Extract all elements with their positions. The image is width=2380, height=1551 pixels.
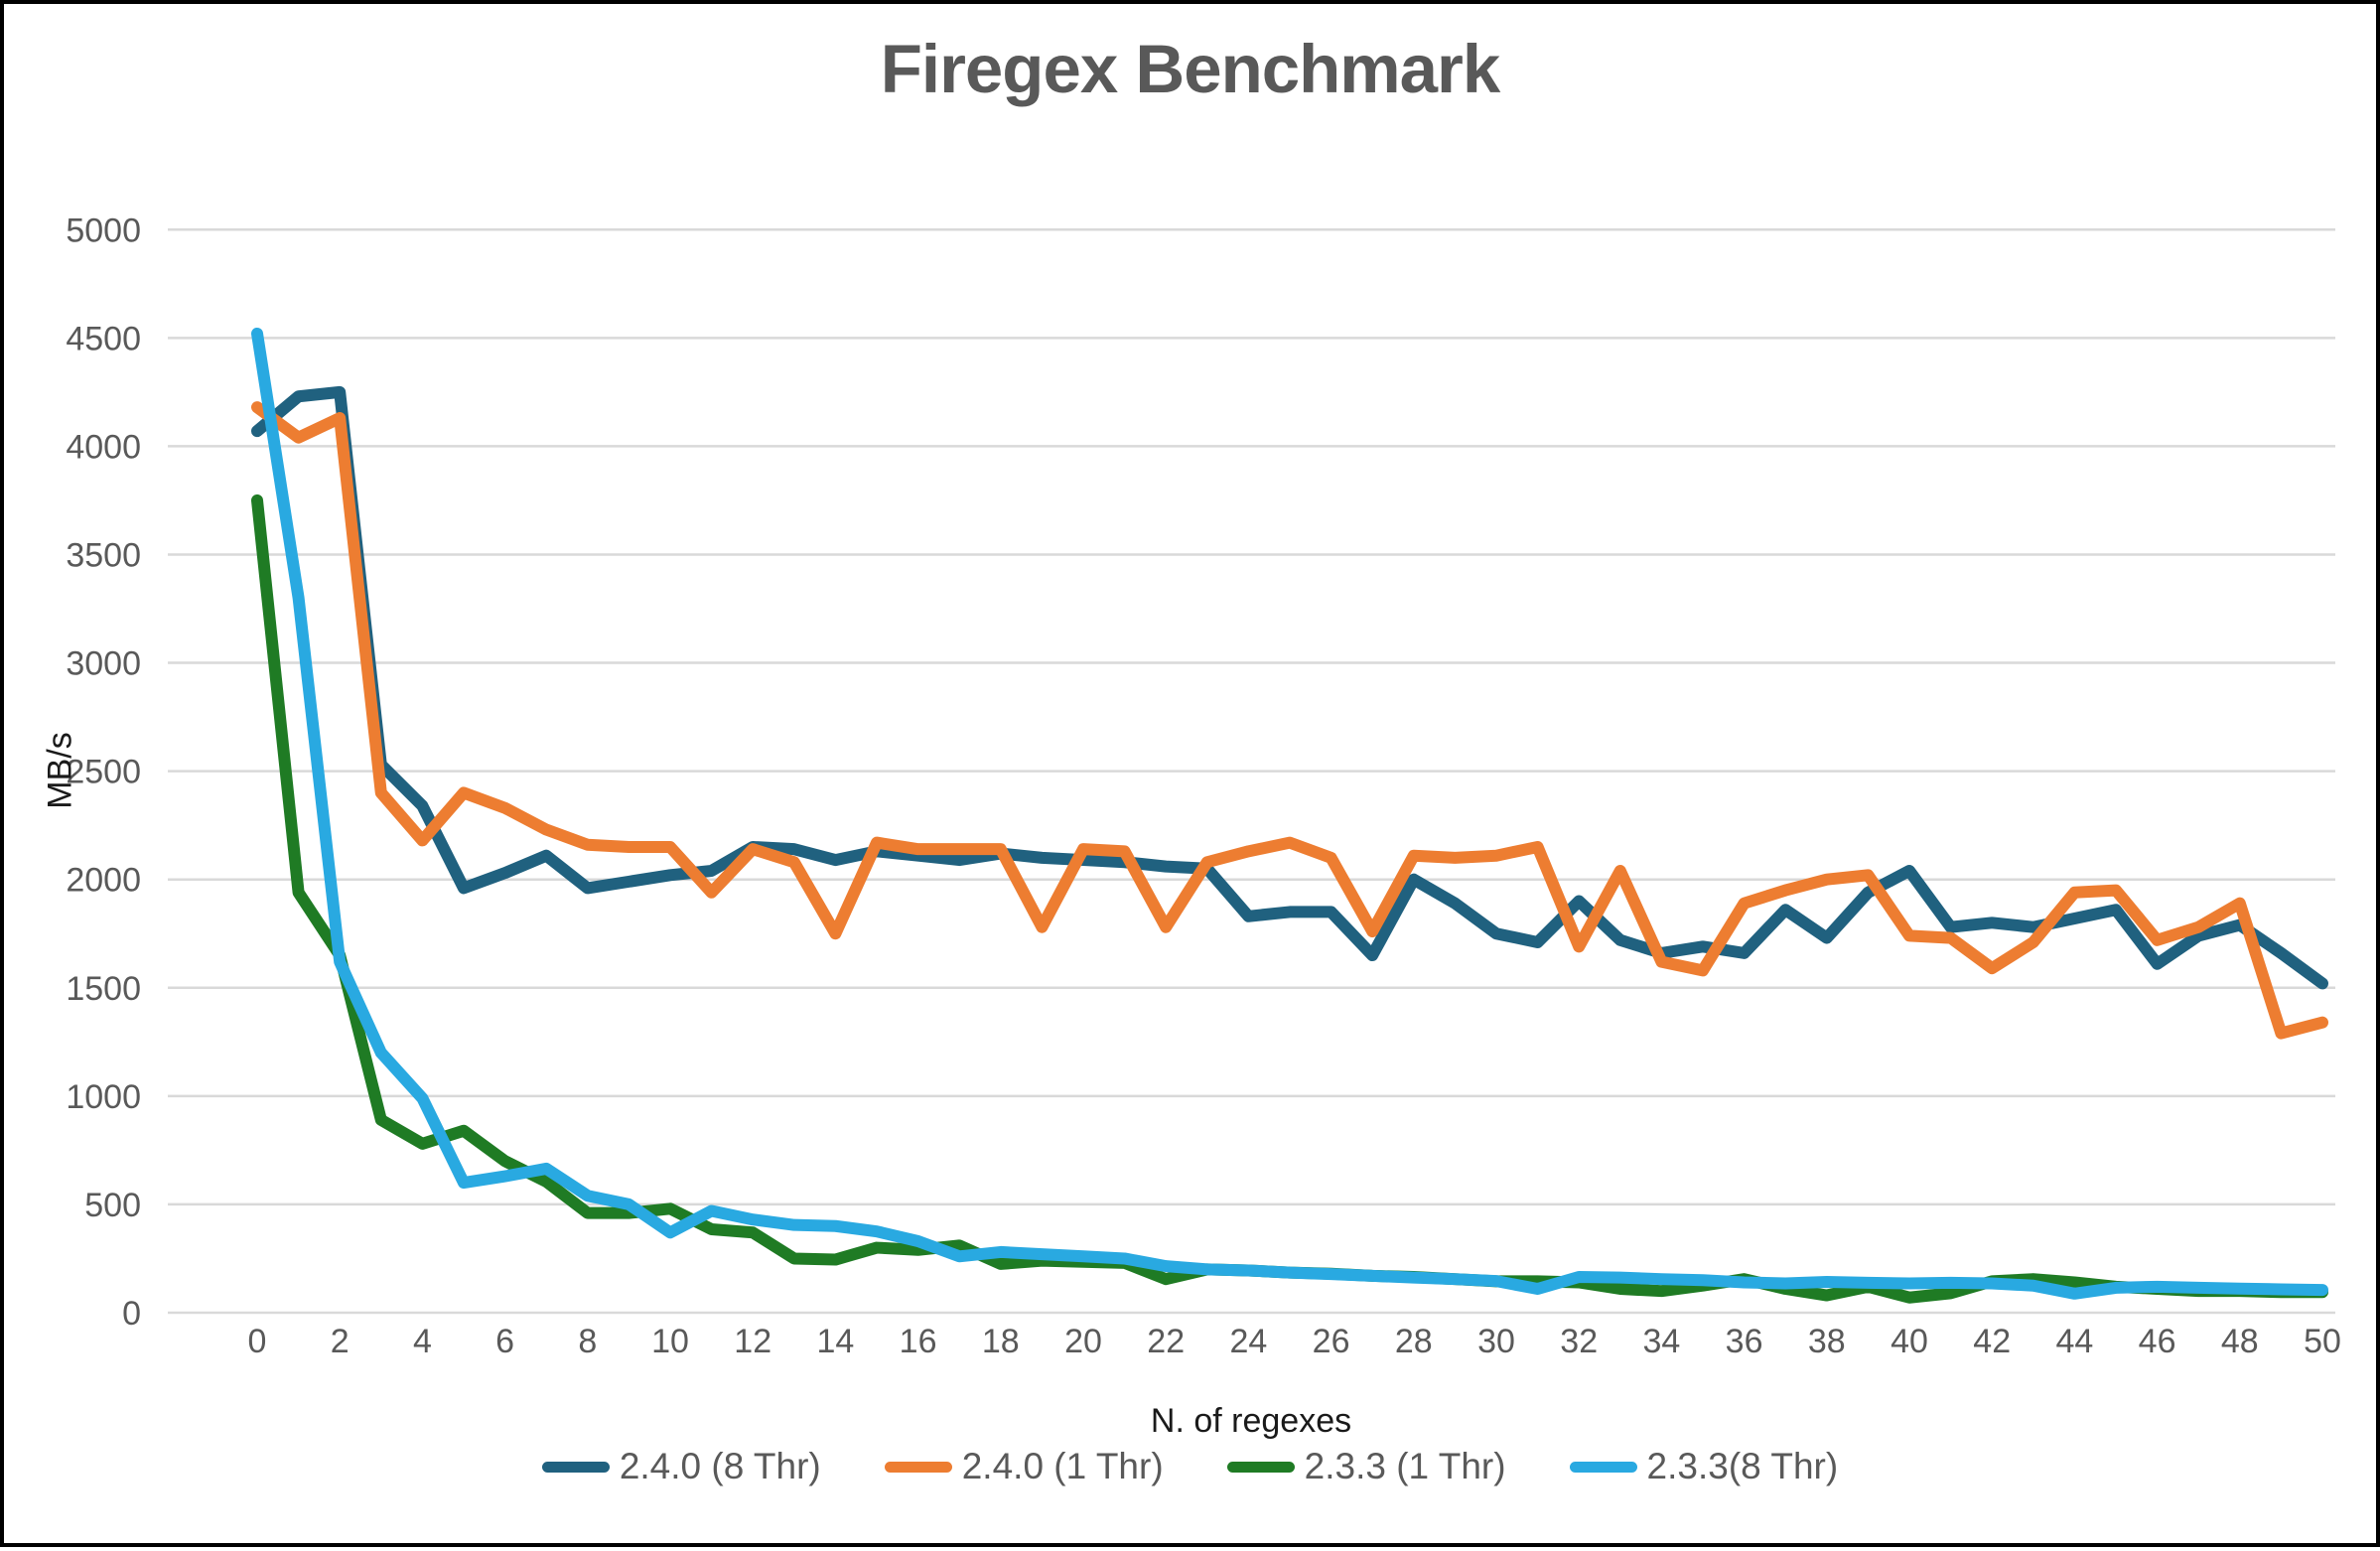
y-tick-label-3500: 3500 [66,536,141,574]
series-line-2.4.0 (1 Thr) [251,401,2328,1040]
legend-item-2.4.0 (8 Thr): 2.4.0 (8 Thr) [541,1446,821,1487]
legend-label: 2.3.3 (1 Thr) [1304,1446,1506,1486]
y-tick-label-3000: 3000 [66,645,141,683]
x-tick-label-26: 26 [1313,1323,1350,1360]
x-tick-label-18: 18 [982,1323,1020,1360]
x-tick-label-8: 8 [578,1323,597,1360]
x-tick-label-20: 20 [1064,1323,1102,1360]
series-line-2.3.3(8 Thr) [251,327,2328,1300]
x-tick-label-46: 46 [2139,1323,2176,1360]
x-tick-label-42: 42 [1973,1323,2011,1360]
chart-title: Firegex Benchmark [880,31,1500,107]
x-tick-label-24: 24 [1229,1323,1267,1360]
x-tick-label-40: 40 [1890,1323,1928,1360]
x-axis-title: N. of regexes [1150,1402,1352,1440]
y-tick-label-0: 0 [122,1295,141,1333]
x-tick-label-22: 22 [1147,1323,1185,1360]
legend-swatch-icon [541,1461,610,1473]
x-tick-label-32: 32 [1560,1323,1598,1360]
gridlines-group [168,228,2335,1315]
legend-label: 2.4.0 (8 Thr) [619,1446,821,1486]
y-axis-tick-labels: 0 500 1000 1500 2000 2500 3000 3500 4000 4500 5000 [66,212,141,1333]
legend-item-2.4.0 (1 Thr): 2.4.0 (1 Thr) [884,1446,1164,1487]
x-tick-label-28: 28 [1395,1323,1433,1360]
y-tick-label-1500: 1500 [66,970,141,1008]
legend-swatch-icon [1569,1461,1637,1473]
x-tick-label-6: 6 [495,1323,514,1360]
y-tick-label-5000: 5000 [66,212,141,249]
benchmark-line-chart: 0500100015002000250030003500400045005000… [66,212,2341,1360]
legend-label: 2.4.0 (1 Thr) [961,1446,1164,1486]
legend-swatch-icon [884,1461,952,1473]
y-tick-label-4500: 4500 [66,320,141,357]
legend-swatch-icon [1226,1461,1295,1473]
y-tick-label-1000: 1000 [66,1078,141,1116]
x-tick-label-36: 36 [1726,1323,1763,1360]
x-tick-label-12: 12 [734,1323,771,1360]
legend-item-2.3.3 (1 Thr): 2.3.3 (1 Thr) [1226,1446,1506,1487]
y-axis-title: MB/s [41,732,79,809]
x-tick-label-0: 0 [248,1323,267,1360]
x-tick-label-2: 2 [331,1323,350,1360]
x-tick-label-14: 14 [816,1323,854,1360]
y-tick-label-500: 500 [84,1187,141,1224]
legend-item-2.3.3(8 Thr): 2.3.3(8 Thr) [1569,1446,1839,1487]
x-tick-label-34: 34 [1642,1323,1680,1360]
y-tick-label-2000: 2000 [66,862,141,900]
x-tick-label-30: 30 [1477,1323,1515,1360]
x-tick-label-44: 44 [2055,1323,2093,1360]
x-tick-label-4: 4 [413,1323,432,1360]
y-tick-label-2500: 2500 [66,754,141,791]
series-line-2.4.0 (8 Thr) [251,385,2328,990]
chart-legend: 2.4.0 (8 Thr) 2.4.0 (1 Thr) 2.3.3 (1 Thr) 2… [4,1446,2376,1487]
x-axis-tick-labels: 0 2 4 6 8 10 12 14 16 18 20 22 24 26 28 30 32 34 36 38 40 42 4… [248,1323,2341,1360]
legend-label: 2.3.3(8 Thr) [1646,1446,1839,1486]
series-lines-group [251,327,2328,1304]
y-tick-label-4000: 4000 [66,428,141,466]
x-tick-label-10: 10 [651,1323,689,1360]
x-tick-label-38: 38 [1808,1323,1846,1360]
x-tick-label-50: 50 [2304,1323,2341,1360]
x-tick-label-48: 48 [2221,1323,2259,1360]
x-tick-label-16: 16 [900,1323,937,1360]
